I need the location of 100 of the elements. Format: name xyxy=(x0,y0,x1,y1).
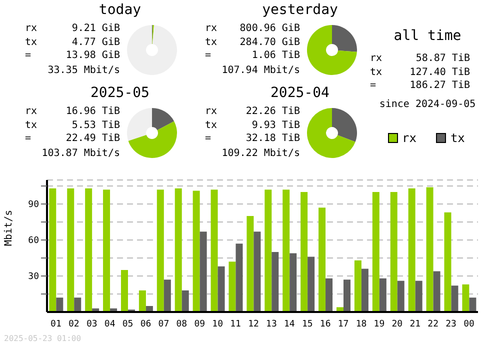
text: rx 800.96 GiB xyxy=(205,23,300,34)
chart-title: yesterday xyxy=(261,2,339,18)
donut-slice xyxy=(127,25,177,75)
bar xyxy=(120,270,128,312)
bar xyxy=(426,187,434,312)
x-tick-label: 09 xyxy=(194,319,206,330)
x-tick-label: 14 xyxy=(284,319,295,330)
x-tick-label: 23 xyxy=(446,319,456,330)
text: all time xyxy=(392,28,462,44)
x-tick-label: 01 xyxy=(50,319,62,330)
x-tick-label: 03 xyxy=(86,319,98,330)
bar xyxy=(415,280,422,312)
bar xyxy=(290,253,297,312)
x-tick-label: 00 xyxy=(464,319,474,330)
bar xyxy=(379,278,386,312)
x-tick-label: 08 xyxy=(176,319,188,330)
bar xyxy=(264,190,272,312)
x-tick-label: 05 xyxy=(122,319,134,330)
bar xyxy=(174,188,182,312)
bar xyxy=(469,298,476,312)
text: tx 9.93 TiB xyxy=(205,120,300,130)
bar xyxy=(85,188,92,312)
donut-slice xyxy=(307,108,356,158)
x-tick-label: 21 xyxy=(410,319,421,330)
x-tick-label: 06 xyxy=(140,319,152,330)
bar xyxy=(192,190,200,312)
text: 103.87 Mbit/s xyxy=(40,146,120,160)
text: since 2024-09-05 xyxy=(378,98,477,110)
bar xyxy=(282,190,290,312)
legend-label: tx xyxy=(449,131,465,145)
x-tick-label: 18 xyxy=(356,319,367,330)
legend-label: rx xyxy=(401,131,416,145)
x-tick-label: 15 xyxy=(302,319,313,330)
bar xyxy=(397,280,404,312)
bar xyxy=(343,280,350,312)
bar xyxy=(164,280,171,312)
text: rx 58.87 TiB xyxy=(370,53,470,64)
bar xyxy=(354,260,362,312)
x-tick-label: 22 xyxy=(428,319,439,330)
y-tick-label: 60 xyxy=(28,236,39,246)
text: = 186.27 TiB xyxy=(370,80,470,91)
x-tick-label: 02 xyxy=(68,319,80,330)
chart-title: today xyxy=(98,2,142,18)
bar xyxy=(444,212,452,312)
bar xyxy=(462,284,470,312)
donut-slice xyxy=(307,25,357,75)
bar xyxy=(67,188,74,312)
text: rx 22.26 TiB xyxy=(205,106,300,117)
text: = 13.98 GiB xyxy=(25,50,120,61)
bar xyxy=(210,190,218,312)
donut-slice xyxy=(127,108,152,141)
text: tx 284.70 GiB xyxy=(205,36,300,48)
chart-title: 2025-05 xyxy=(89,85,150,101)
x-tick-label: 10 xyxy=(212,319,224,330)
text: tx 4.77 GiB xyxy=(25,36,120,48)
bar xyxy=(218,266,225,312)
x-tick-label: 11 xyxy=(230,319,241,330)
x-tick-label: 19 xyxy=(374,319,385,330)
text: 33.35 Mbit/s xyxy=(46,64,120,77)
bar xyxy=(326,278,333,312)
x-tick-label: 04 xyxy=(104,319,116,330)
text: 109.22 Mbit/s xyxy=(220,146,300,160)
text: rx 16.96 TiB xyxy=(25,106,120,117)
text: rx 9.21 GiB xyxy=(25,23,120,34)
bar xyxy=(300,192,308,312)
donut-slice xyxy=(152,108,174,130)
bar xyxy=(228,262,236,312)
bar xyxy=(49,188,56,312)
text: = 22.49 TiB xyxy=(25,133,120,144)
donut-slice xyxy=(332,25,357,52)
bar xyxy=(361,268,368,312)
bar xyxy=(74,298,82,312)
x-tick-label: 17 xyxy=(338,319,349,330)
text: tx 127.40 TiB xyxy=(370,66,470,78)
chart-title: 2025-04 xyxy=(269,85,330,101)
bar xyxy=(56,298,64,312)
bar xyxy=(182,290,189,312)
bar xyxy=(408,188,416,312)
y-axis-title: Mbit/s xyxy=(4,210,15,246)
bar xyxy=(236,244,243,312)
bar xyxy=(138,290,146,312)
bar xyxy=(272,252,279,312)
bar xyxy=(156,190,164,312)
y-tick-label: 90 xyxy=(28,200,39,210)
bar xyxy=(103,190,110,312)
donut-slice xyxy=(332,108,357,142)
text: 107.94 Mbit/s xyxy=(220,64,300,77)
text: = 32.18 TiB xyxy=(205,133,300,144)
donut-slice xyxy=(128,121,177,158)
bar xyxy=(318,208,326,312)
bar xyxy=(433,271,440,312)
bar xyxy=(372,192,380,312)
bar xyxy=(254,232,261,312)
bar xyxy=(246,216,254,312)
text: = 1.06 TiB xyxy=(205,50,300,61)
bar xyxy=(308,256,315,312)
x-tick-label: 07 xyxy=(158,319,170,330)
text: tx 5.53 TiB xyxy=(25,120,120,130)
bar xyxy=(200,232,207,312)
x-tick-label: 12 xyxy=(248,319,259,330)
